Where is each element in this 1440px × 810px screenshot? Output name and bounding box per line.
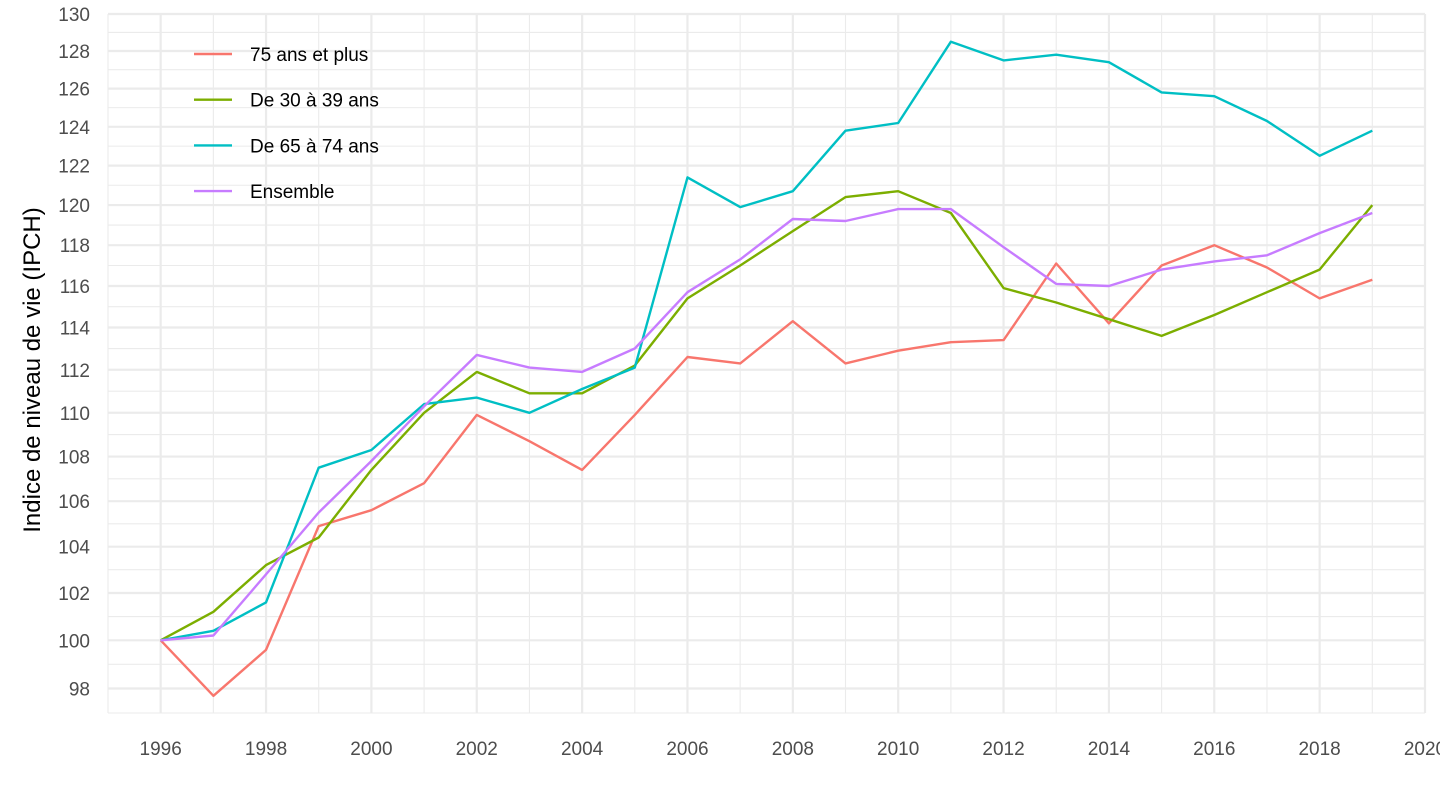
x-tick-label: 2014: [1088, 739, 1131, 760]
series-line: [160, 189, 1374, 642]
y-tick-label: 114: [60, 319, 91, 340]
y-tick-label: 100: [58, 631, 90, 652]
series-line: [160, 207, 1373, 642]
y-tick-label: 106: [58, 492, 90, 513]
y-tick-label: 98: [69, 680, 90, 701]
x-tick-label: 2008: [772, 739, 814, 760]
y-axis-tick-labels: 98 100 102 104 106 108 110 112 114 116 118 120 122 12…: [58, 5, 90, 701]
series-lines: [159, 40, 1374, 697]
legend: 75 ans et plus De 30 à 39 ans De 65 à 74 a…: [194, 45, 379, 203]
x-tick-label: 2000: [350, 739, 392, 760]
x-tick-label: 2016: [1193, 739, 1235, 760]
x-tick-label: 1996: [140, 739, 182, 760]
y-tick-label: 116: [60, 277, 90, 298]
minor-gridlines-y: [108, 31, 1425, 714]
y-tick-label: 112: [60, 361, 90, 382]
y-tick-label: 120: [58, 196, 90, 217]
y-tick-label: 102: [58, 584, 90, 605]
x-tick-label: 2006: [666, 739, 708, 760]
y-tick-label: 110: [60, 404, 90, 425]
legend-label: 75 ans et plus: [250, 45, 368, 66]
legend-label: Ensemble: [250, 182, 335, 203]
y-tick-label: 128: [58, 42, 90, 63]
y-tick-label: 124: [58, 118, 90, 139]
y-tick-label: 130: [58, 5, 90, 26]
x-axis-tick-labels: 1996 1998 2000 2002 2004 2006 2008 2010 2012 2014…: [140, 739, 1440, 760]
x-tick-label: 2004: [561, 739, 604, 760]
x-tick-label: 1998: [245, 739, 287, 760]
series-line: [159, 243, 1373, 697]
legend-label: De 65 à 74 ans: [250, 136, 379, 157]
x-tick-label: 2018: [1298, 739, 1340, 760]
y-axis-title: Indice de niveau de vie (IPCH): [19, 207, 46, 533]
y-tick-label: 126: [58, 80, 90, 101]
x-tick-label: 2020: [1404, 739, 1440, 760]
y-tick-label: 108: [58, 448, 90, 469]
major-gridlines-x: [159, 14, 1427, 713]
major-gridlines-y: [108, 12, 1425, 690]
y-tick-label: 104: [58, 538, 90, 559]
x-tick-label: 2002: [456, 739, 498, 760]
x-tick-label: 2012: [982, 739, 1024, 760]
x-tick-label: 2010: [877, 739, 919, 760]
y-tick-label: 118: [60, 236, 90, 257]
series-line: [160, 40, 1373, 642]
y-tick-label: 122: [58, 157, 90, 178]
legend-label: De 30 à 39 ans: [250, 91, 379, 112]
